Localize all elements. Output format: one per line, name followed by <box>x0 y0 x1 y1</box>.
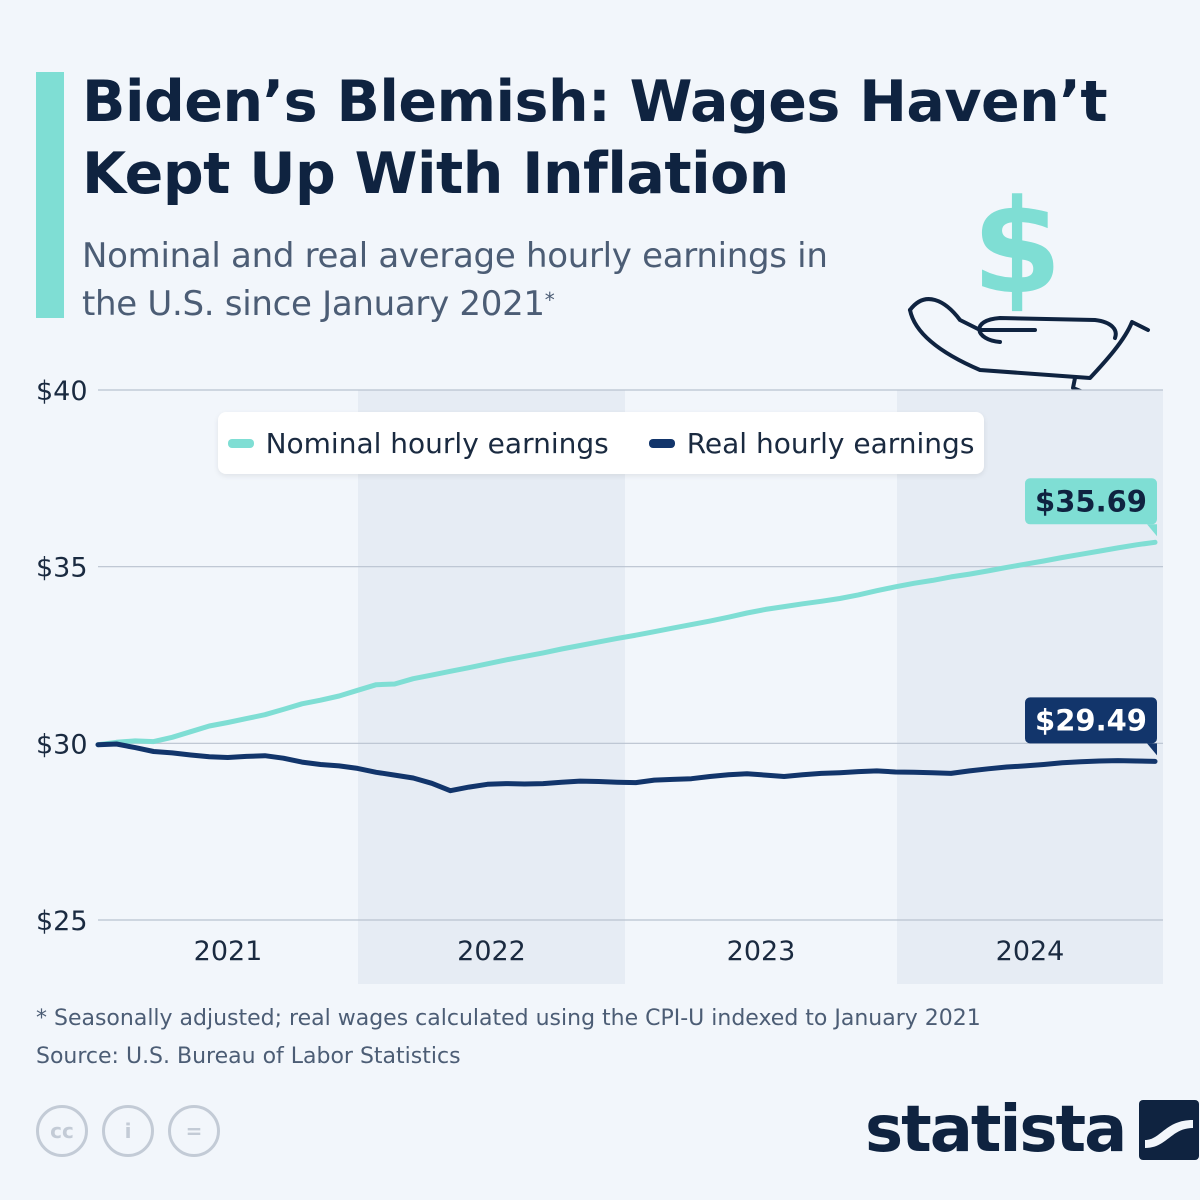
nominal-earnings-line <box>95 539 1158 748</box>
real-end-label-box <box>1025 697 1157 744</box>
nominal-end-label: $35.69 <box>1025 478 1157 537</box>
no-derivatives-icon[interactable]: = <box>168 1105 220 1157</box>
year-band-2022 <box>358 390 625 984</box>
x-tick-label-2021: 2021 <box>194 936 263 967</box>
nominal-end-label-text: $35.69 <box>1035 484 1147 518</box>
legend-item-nominal: Nominal hourly earnings <box>227 426 609 460</box>
real-earnings-line <box>95 741 1158 794</box>
x-axis-labels: 2021 2022 2023 2024 <box>194 936 1065 967</box>
footnote: * Seasonally adjusted; real wages calcul… <box>36 1000 1166 1076</box>
license-icons: cc i = <box>36 1105 220 1157</box>
dollar-in-hand-icon: $ <box>908 171 1150 397</box>
y-tick-label-30: $30 <box>36 729 88 760</box>
brand-name: statista <box>865 1093 1127 1167</box>
y-axis-ticks: $25 $30 $35 $40 <box>36 376 88 937</box>
legend: Nominal hourly earnings Real hourly earn… <box>218 412 984 474</box>
svg-text:$: $ <box>972 171 1062 323</box>
legend-swatch-real <box>648 438 675 448</box>
subtitle-footnote-mark: * <box>544 288 555 312</box>
x-tick-label-2022: 2022 <box>457 936 526 967</box>
footnote-note: * Seasonally adjusted; real wages calcul… <box>36 1006 981 1031</box>
page-title: Biden’s Blemish: Wages Haven’t Kept Up W… <box>82 69 1108 207</box>
real-end-label-text: $29.49 <box>1035 703 1147 737</box>
x-tick-label-2023: 2023 <box>727 936 796 967</box>
statista-brand[interactable]: statista <box>865 1093 1200 1167</box>
legend-label-real: Real hourly earnings <box>686 426 975 460</box>
legend-label-nominal: Nominal hourly earnings <box>265 426 609 460</box>
statista-logo-icon <box>1139 1100 1200 1160</box>
line-chart: $25 $30 $35 $40 2021 2022 2023 2024 $35.69 $29.… <box>36 376 1163 984</box>
legend-item-real: Real hourly earnings <box>648 426 975 460</box>
nominal-end-label-box <box>1025 478 1157 525</box>
page-subtitle: Nominal and real average hourly earnings… <box>82 232 882 328</box>
end-labels: $35.69 $29.49 <box>1025 478 1157 756</box>
cc-icon[interactable]: cc <box>36 1105 88 1157</box>
nominal-end-label-pointer <box>1147 524 1157 537</box>
y-tick-label-35: $35 <box>36 553 88 584</box>
real-end-label: $29.49 <box>1025 697 1157 756</box>
accent-bar <box>36 72 64 318</box>
x-tick-label-2024: 2024 <box>996 936 1065 967</box>
footnote-source: Source: U.S. Bureau of Labor Statistics <box>36 1044 461 1069</box>
y-tick-label-25: $25 <box>36 906 88 937</box>
grid-lines <box>98 389 1163 921</box>
real-end-label-pointer <box>1147 743 1157 756</box>
legend-swatch-nominal <box>227 438 254 448</box>
attribution-icon[interactable]: i <box>102 1105 154 1157</box>
subtitle-text: Nominal and real average hourly earnings… <box>82 236 828 324</box>
series-lines <box>95 539 1158 794</box>
y-tick-label-40: $40 <box>36 376 88 407</box>
